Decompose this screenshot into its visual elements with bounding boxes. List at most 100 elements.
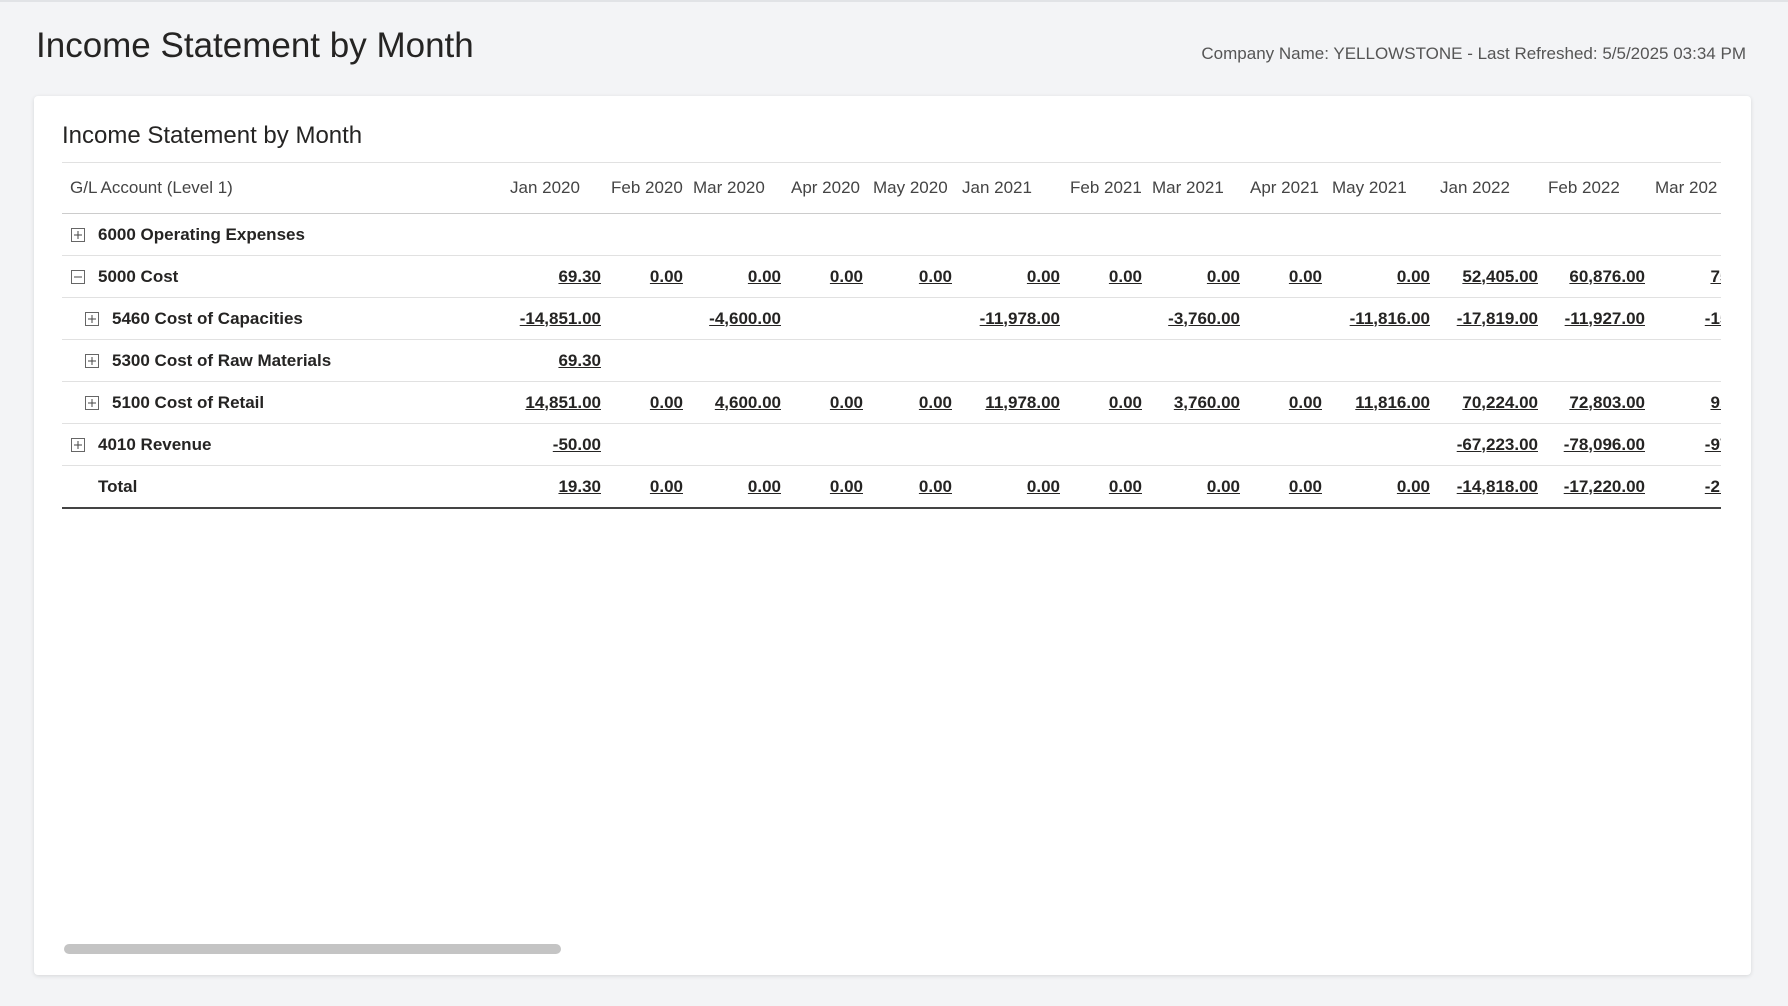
value-cell (1242, 213, 1324, 256)
value-cell (1062, 297, 1144, 340)
value-cell[interactable]: 60,876.00 (1540, 255, 1647, 298)
value-cell[interactable]: -97,17 (1647, 423, 1721, 466)
card-title: Income Statement by Month (62, 122, 363, 149)
value-cell[interactable]: 69.30 (502, 255, 603, 298)
value-cell[interactable]: 69.30 (502, 339, 603, 382)
value-cell (783, 339, 865, 382)
header-row: G/L Account (Level 1) Jan 2020 Feb 2020 Mar… (62, 162, 1721, 214)
table-row: 5300 Cost of Raw Materials 69.30 (62, 339, 1721, 382)
value-cell[interactable]: 0.00 (685, 255, 783, 298)
account-name: 6000 Operating Expenses (98, 224, 305, 244)
value-cell[interactable]: -67,223.00 (1432, 423, 1540, 466)
value-cell[interactable]: 0.00 (603, 381, 685, 424)
horizontal-scrollbar[interactable] (64, 944, 561, 954)
value-cell (783, 297, 865, 340)
account-name: Total (98, 476, 138, 496)
account-label: 6000 Operating Expenses (62, 225, 502, 245)
value-cell (502, 213, 603, 256)
column-header: Jan 2022 (1432, 162, 1540, 214)
value-cell[interactable]: 0.00 (783, 465, 865, 509)
value-cell[interactable]: 72,803.00 (1540, 381, 1647, 424)
value-cell[interactable]: 0.00 (1144, 255, 1242, 298)
value-cell[interactable]: 3,760.00 (1144, 381, 1242, 424)
value-cell[interactable]: 0.00 (603, 465, 685, 509)
value-cell (865, 423, 954, 466)
value-cell[interactable]: -17,819.00 (1432, 297, 1540, 340)
page-title: Income Statement by Month (36, 26, 474, 65)
value-cell[interactable]: -11,927.00 (1540, 297, 1647, 340)
column-header: Feb 2021 (1062, 162, 1144, 214)
expand-icon[interactable] (84, 353, 100, 369)
value-cell (1062, 339, 1144, 382)
account-cell: 5300 Cost of Raw Materials (62, 339, 502, 382)
column-header: Feb 2020 (603, 162, 685, 214)
value-cell[interactable]: 11,816.00 (1324, 381, 1432, 424)
value-cell[interactable]: 0.00 (603, 255, 685, 298)
account-name: 4010 Revenue (98, 434, 212, 454)
value-cell[interactable]: 70,224.00 (1432, 381, 1540, 424)
value-cell[interactable]: 0.00 (1062, 381, 1144, 424)
value-cell[interactable]: 11,978.00 (954, 381, 1062, 424)
value-cell (1144, 213, 1242, 256)
value-cell[interactable]: 0.00 (1242, 255, 1324, 298)
table-row: 4010 Revenue -50.00 -67,223.00 -78,096.00 -9… (62, 423, 1721, 466)
value-cell[interactable]: 75,76 (1647, 255, 1721, 298)
value-cell (1432, 213, 1540, 256)
value-cell[interactable]: -15,69 (1647, 297, 1721, 340)
value-cell[interactable]: 0.00 (865, 465, 954, 509)
value-cell[interactable]: 0.00 (954, 465, 1062, 509)
value-cell[interactable]: 0.00 (1144, 465, 1242, 509)
value-cell[interactable]: 14,851.00 (502, 381, 603, 424)
value-cell[interactable]: 0.00 (1242, 465, 1324, 509)
value-cell (1062, 423, 1144, 466)
value-cell[interactable]: 0.00 (1324, 255, 1432, 298)
collapse-icon[interactable] (70, 269, 86, 285)
value-cell[interactable]: 0.00 (865, 255, 954, 298)
expand-icon[interactable] (70, 227, 86, 243)
account-name: 5000 Cost (98, 266, 179, 286)
value-cell (1324, 423, 1432, 466)
account-cell: 5100 Cost of Retail (62, 381, 502, 424)
value-cell (954, 339, 1062, 382)
value-cell (685, 339, 783, 382)
value-cell[interactable]: 0.00 (1062, 255, 1144, 298)
column-header: Jan 2021 (954, 162, 1062, 214)
value-cell[interactable]: 0.00 (954, 255, 1062, 298)
value-cell[interactable]: 0.00 (783, 381, 865, 424)
table-row: 5460 Cost of Capacities -14,851.00 -4,600.… (62, 297, 1721, 340)
value-cell (1540, 213, 1647, 256)
value-cell[interactable]: -11,816.00 (1324, 297, 1432, 340)
value-cell (1062, 213, 1144, 256)
account-cell: 4010 Revenue (62, 423, 502, 466)
value-cell[interactable]: 0.00 (783, 255, 865, 298)
value-cell[interactable]: -21,41 (1647, 465, 1721, 509)
value-cell[interactable]: -50.00 (502, 423, 603, 466)
value-cell[interactable]: 0.00 (1242, 381, 1324, 424)
table-row: 5100 Cost of Retail 14,851.00 0.00 4,600.00… (62, 381, 1721, 424)
expand-icon[interactable] (84, 395, 100, 411)
account-label: Total (62, 477, 502, 497)
value-cell[interactable]: 19.30 (502, 465, 603, 509)
value-cell (1647, 213, 1721, 256)
value-cell[interactable]: 4,600.00 (685, 381, 783, 424)
expand-icon[interactable] (84, 311, 100, 327)
value-cell[interactable]: 52,405.00 (1432, 255, 1540, 298)
value-cell[interactable]: -3,760.00 (1144, 297, 1242, 340)
column-header: May 2020 (865, 162, 954, 214)
value-cell[interactable]: 0.00 (865, 381, 954, 424)
value-cell[interactable]: 0.00 (1324, 465, 1432, 509)
value-cell[interactable]: 91,45 (1647, 381, 1721, 424)
value-cell[interactable]: -4,600.00 (685, 297, 783, 340)
value-cell[interactable]: -78,096.00 (1540, 423, 1647, 466)
value-cell[interactable]: 0.00 (1062, 465, 1144, 509)
account-cell: 6000 Operating Expenses (62, 213, 502, 256)
value-cell[interactable]: -14,851.00 (502, 297, 603, 340)
expand-icon[interactable] (70, 437, 86, 453)
value-cell[interactable]: -11,978.00 (954, 297, 1062, 340)
value-cell[interactable]: -14,818.00 (1432, 465, 1540, 509)
value-cell[interactable]: 0.00 (685, 465, 783, 509)
value-cell[interactable]: -17,220.00 (1540, 465, 1647, 509)
value-cell (603, 213, 685, 256)
account-name: 5460 Cost of Capacities (112, 308, 303, 328)
